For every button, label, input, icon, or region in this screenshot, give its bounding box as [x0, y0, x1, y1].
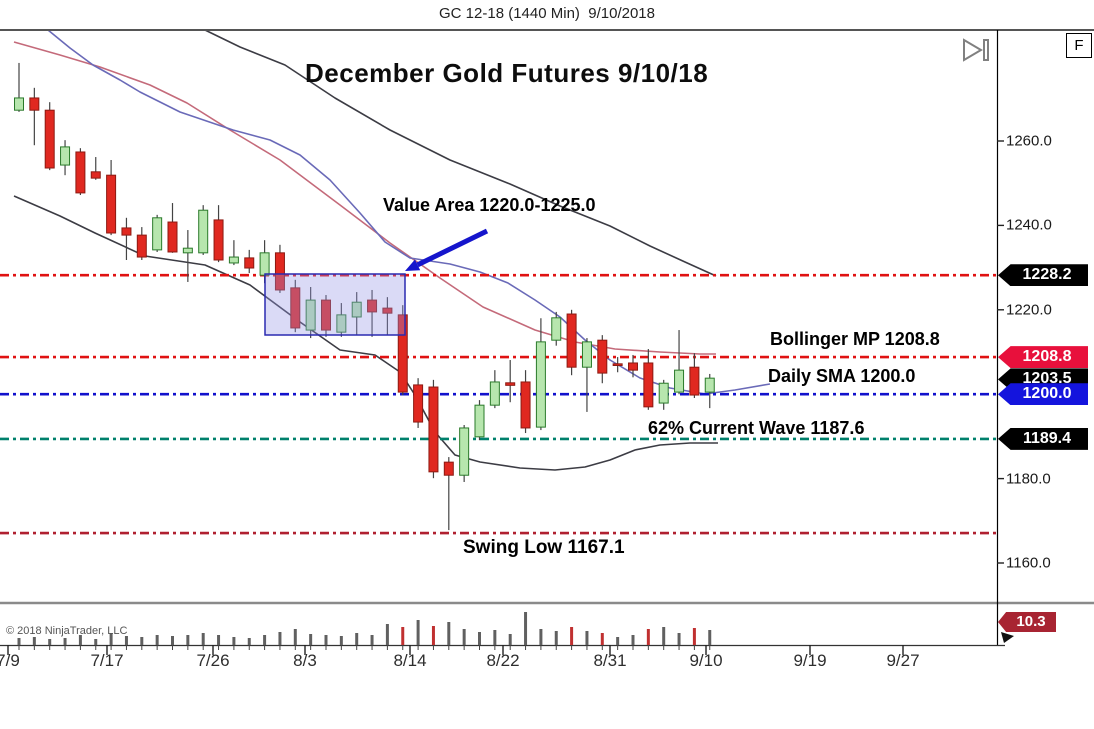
bollinger-mp-annotation[interactable]: Bollinger MP 1208.8 [770, 329, 940, 349]
time-axis-label: 7/9 [0, 651, 20, 670]
price-tag: 1208.8 [998, 346, 1088, 369]
time-axis-label: 8/14 [393, 651, 427, 670]
time-axis-label: 8/3 [293, 651, 317, 670]
price-tag: 1189.4 [998, 427, 1088, 450]
time-axis-label: 8/31 [593, 651, 627, 670]
daily-sma-annotation[interactable]: Daily SMA 1200.0 [768, 366, 916, 386]
swing-low-annotation[interactable]: Swing Low 1167.1 [463, 537, 625, 558]
time-axis-label: 9/27 [886, 651, 920, 670]
value-area-annotation[interactable]: Value Area 1220.0-1225.0 [383, 195, 596, 215]
time-axis-label: 8/22 [486, 651, 520, 670]
price-axis-label: 1180.0 [1006, 470, 1051, 488]
time-axis-label: 9/10 [689, 651, 723, 670]
wave-62-annotation[interactable]: 62% Current Wave 1187.6 [648, 418, 865, 438]
time-axis-label: 7/26 [196, 651, 230, 670]
price-axis-label: 1260.0 [1006, 132, 1052, 150]
time-axis-label: 9/19 [793, 651, 827, 670]
price-axis-label: 1240.0 [1006, 216, 1052, 234]
time-axis-label: 7/17 [90, 651, 124, 670]
price-axis-label: 1160.0 [1006, 554, 1051, 572]
copyright-label: © 2018 NinjaTrader, LLC [6, 625, 128, 637]
price-tag: 1200.0 [998, 383, 1088, 406]
go-to-end-icon[interactable] [960, 36, 996, 64]
window-title: GC 12-18 (1440 Min) 9/10/2018 [439, 5, 655, 22]
chart-title-annotation[interactable]: December Gold Futures 9/10/18 [305, 58, 709, 88]
focus-button[interactable]: F [1066, 33, 1092, 58]
price-axis-label: 1220.0 [1006, 301, 1052, 319]
price-tag: 1228.2 [998, 264, 1088, 287]
price-tag: 10.3 [998, 612, 1056, 632]
